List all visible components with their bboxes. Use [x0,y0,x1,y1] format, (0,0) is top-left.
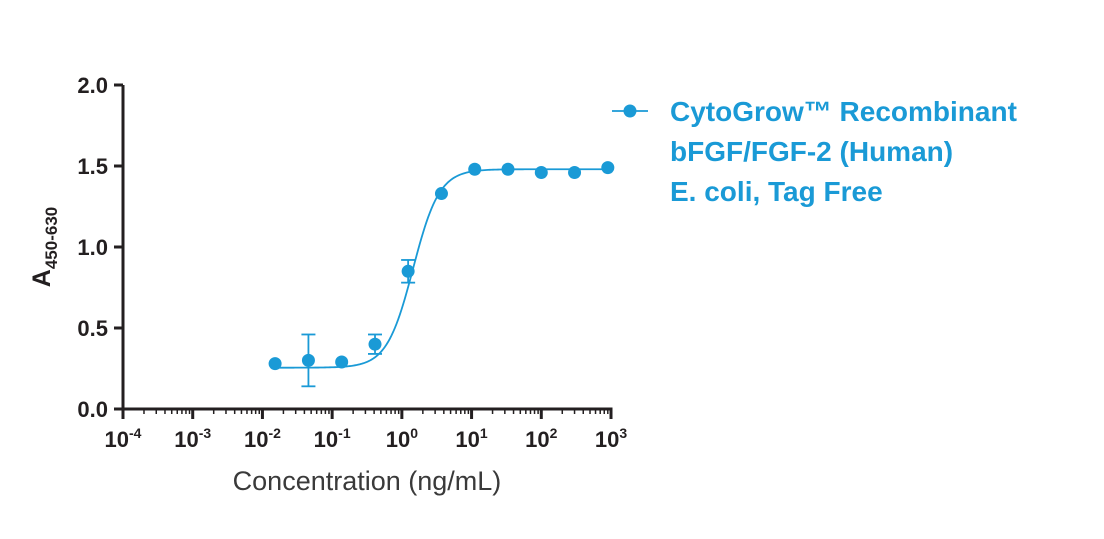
x-tick-base: 10 [525,427,549,452]
legend-marker [623,104,637,118]
x-tick-exponent: -1 [338,425,351,441]
data-point [501,162,515,176]
data-point [568,165,582,179]
data-point [301,353,315,367]
x-tick-label: 101 [455,425,487,452]
x-tick-exponent: 2 [550,425,558,441]
y-axis-title: A450-630 [28,207,61,287]
x-tick-label: 10-4 [105,425,142,452]
axes-layer: 0.00.51.01.52.010-4 10-3 10-2 10-1 100 101 102… [28,73,627,496]
data-point [534,165,548,179]
y-tick-label: 0.0 [77,397,108,422]
x-tick-base: 10 [595,427,619,452]
data-point [468,162,482,176]
x-tick-label: 103 [595,425,627,452]
y-axis-title-main: A [28,269,56,287]
y-tick-label: 1.0 [77,235,108,260]
x-tick-exponent: -4 [129,425,142,441]
x-tick-base: 10 [455,427,479,452]
y-tick-label: 2.0 [77,73,108,98]
data-point [401,264,415,278]
x-tick-base: 10 [105,427,129,452]
legend: CytoGrow™ Recombinant bFGF/FGF-2 (Human) E… [612,96,1017,207]
x-axis-title: Concentration (ng/mL) [233,466,502,496]
x-tick-label: 10-2 [244,425,281,452]
x-tick-label: 10-3 [174,425,211,452]
x-tick-base: 10 [174,427,198,452]
x-tick-exponent: -2 [268,425,281,441]
x-tick-exponent: 1 [480,425,488,441]
data-point [335,355,349,369]
x-tick-exponent: -3 [199,425,212,441]
data-point [268,357,282,371]
points-layer [268,161,615,388]
x-tick-base: 10 [244,427,268,452]
y-tick-label: 1.5 [77,154,108,179]
x-tick-exponent: 3 [619,425,627,441]
x-tick-label: 100 [386,425,418,452]
x-tick-exponent: 0 [410,425,418,441]
x-tick-base: 10 [314,427,338,452]
x-tick-label: 10-1 [314,425,351,452]
x-tick-label: 102 [525,425,557,452]
legend-label-line: CytoGrow™ Recombinant [670,96,1017,127]
y-axis-title-subscript: 450-630 [42,207,61,269]
legend-label-line: E. coli, Tag Free [670,176,883,207]
legend-label-line: bFGF/FGF-2 (Human) [670,136,953,167]
y-tick-label: 0.5 [77,316,108,341]
data-point [368,337,382,351]
data-point [434,187,448,201]
x-tick-base: 10 [386,427,410,452]
data-point [601,161,615,175]
